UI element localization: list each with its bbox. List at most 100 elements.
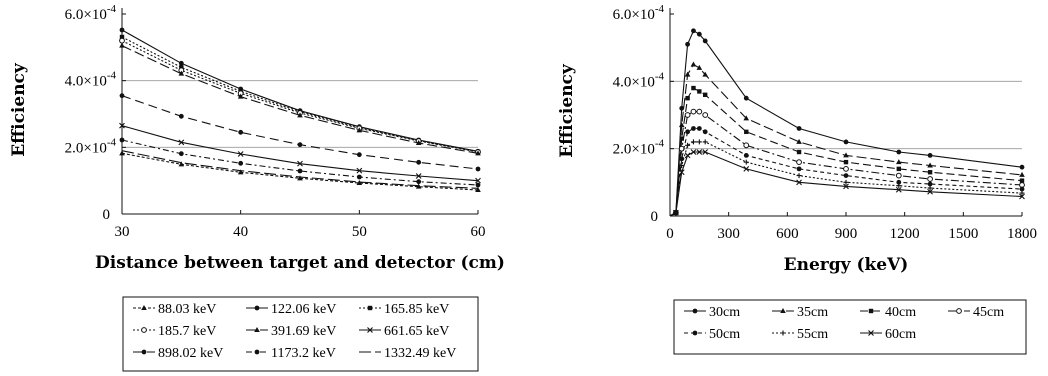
data-point	[843, 179, 849, 185]
data-point	[690, 149, 697, 155]
data-point	[119, 150, 125, 156]
data-point	[702, 149, 709, 155]
data-point	[297, 175, 303, 181]
data-point	[895, 186, 902, 193]
data-point	[685, 129, 690, 135]
legend-label: 661.65 keV	[384, 324, 449, 339]
series-391-69-kev	[119, 42, 481, 156]
data-point	[475, 150, 481, 156]
data-point	[1019, 178, 1025, 183]
data-point	[743, 159, 749, 165]
legend-marker	[141, 327, 147, 333]
x-tick-label: 900	[835, 226, 858, 242]
data-point	[178, 151, 184, 157]
data-point	[1019, 190, 1025, 196]
series-898-02-kev	[119, 93, 481, 172]
data-point	[927, 153, 933, 158]
legend-marker	[692, 308, 698, 314]
x-tick-label: 1800	[1007, 226, 1037, 242]
legend-label: 60cm	[885, 327, 916, 342]
data-point	[696, 149, 703, 155]
series-line	[121, 36, 479, 153]
data-point	[843, 173, 849, 179]
legend-label: 50cm	[709, 327, 740, 342]
data-point	[684, 152, 691, 159]
data-point	[927, 162, 933, 168]
legend-label: 165.85 keV	[384, 302, 449, 317]
data-point	[297, 112, 303, 118]
legend-label: 185.7 keV	[158, 324, 216, 339]
data-point	[927, 185, 933, 191]
data-point	[843, 183, 849, 190]
data-point	[743, 115, 750, 121]
data-point	[796, 149, 802, 155]
data-point	[743, 165, 750, 172]
data-point	[696, 31, 702, 37]
series-55cm	[669, 139, 1025, 217]
legend-label: 88.03 keV	[158, 302, 216, 317]
data-point	[702, 38, 708, 44]
data-point	[297, 168, 303, 174]
series-line	[121, 29, 479, 152]
legend-label: 35cm	[797, 305, 828, 320]
x-tick-label: 50	[352, 224, 367, 240]
data-point	[843, 159, 849, 165]
data-point	[678, 122, 685, 128]
legend-label: 1173.2 keV	[271, 346, 336, 361]
series-185-7-kev	[119, 37, 481, 155]
data-point	[796, 159, 802, 166]
legend-marker	[141, 349, 147, 355]
series-line	[669, 87, 1023, 217]
legend-box	[122, 296, 479, 372]
y-tick-label: 2.0×10-4	[65, 136, 117, 156]
data-point	[679, 105, 685, 111]
data-point	[696, 126, 702, 131]
data-point	[1019, 164, 1025, 170]
data-point	[178, 113, 184, 119]
y-tick-label: 0	[103, 207, 111, 223]
series-line	[121, 95, 479, 170]
data-point	[690, 108, 697, 115]
x-axis-label: Energy (keV)	[784, 255, 909, 275]
data-point	[703, 92, 708, 97]
data-point	[927, 170, 933, 175]
data-point	[356, 152, 362, 158]
data-point	[796, 179, 802, 186]
data-point	[119, 137, 125, 143]
data-point	[691, 85, 696, 91]
data-point	[119, 34, 125, 40]
data-point	[238, 129, 244, 135]
data-point	[927, 188, 933, 195]
data-point	[475, 187, 481, 192]
data-point	[237, 151, 244, 157]
x-tick-label: 0	[666, 226, 674, 242]
data-point	[927, 176, 933, 182]
x-tick-label: 300	[717, 226, 740, 242]
data-point	[743, 153, 749, 158]
data-point	[178, 70, 185, 76]
series-661-65-kev	[119, 122, 481, 184]
series-line	[669, 30, 1023, 217]
data-point	[679, 136, 684, 141]
data-point	[684, 112, 691, 118]
data-point	[415, 173, 422, 179]
y-tick-label: 4.0×10-4	[65, 70, 117, 90]
data-point	[685, 41, 690, 47]
data-point	[690, 139, 696, 145]
data-point	[678, 169, 685, 176]
data-point	[119, 42, 125, 48]
legend-label: 55cm	[797, 327, 828, 342]
data-point	[697, 89, 702, 94]
data-point	[416, 159, 422, 165]
y-tick-label: 2.0×10-4	[613, 138, 665, 158]
data-point	[796, 173, 802, 179]
data-point	[743, 142, 750, 149]
y-tick-label: 6.0×10-4	[613, 3, 665, 23]
data-point	[119, 93, 125, 99]
data-point	[416, 179, 422, 185]
data-point	[178, 139, 185, 146]
data-point	[238, 160, 244, 166]
data-point	[356, 180, 363, 185]
data-point	[691, 126, 696, 131]
legend-marker	[254, 327, 260, 332]
